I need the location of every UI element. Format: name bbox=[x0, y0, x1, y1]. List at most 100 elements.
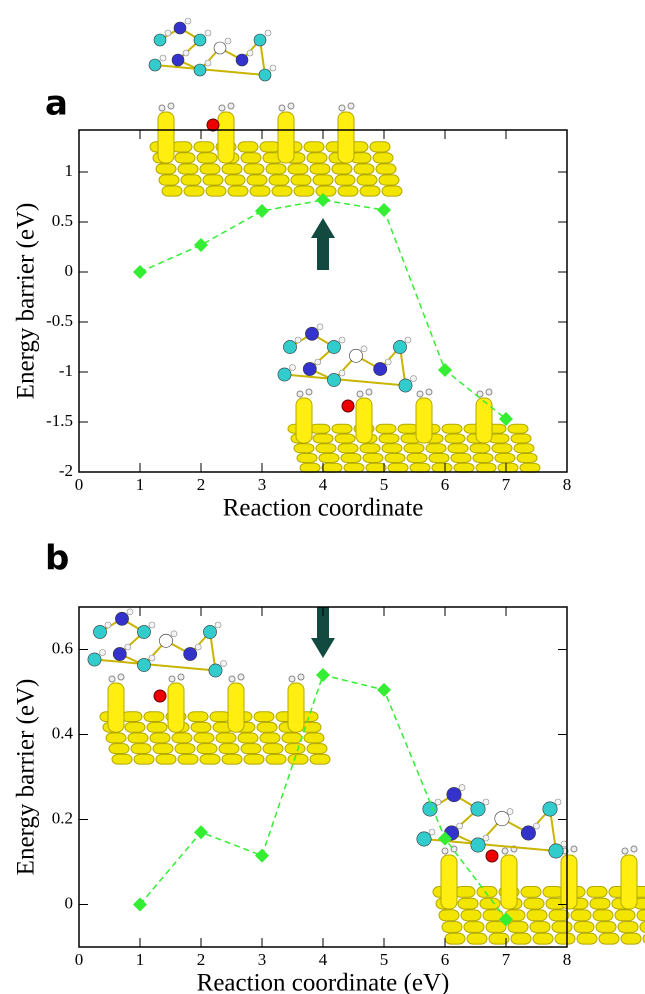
atom bbox=[193, 33, 207, 47]
h-atom bbox=[305, 388, 313, 396]
surface-column bbox=[620, 854, 638, 910]
h-atom bbox=[356, 390, 364, 398]
surface-column bbox=[337, 111, 355, 164]
surface-atom bbox=[551, 921, 573, 933]
surface-atom bbox=[387, 462, 409, 473]
atom bbox=[253, 33, 267, 47]
surface-atom bbox=[463, 921, 485, 933]
surface-atom bbox=[256, 721, 278, 733]
surface-atom bbox=[227, 185, 249, 197]
surface-atom bbox=[246, 174, 268, 186]
surface-atom bbox=[548, 909, 570, 922]
surface-atom bbox=[152, 743, 174, 755]
surface-atom bbox=[193, 732, 215, 744]
y-tick-label: -2 bbox=[59, 461, 73, 480]
surface-atom bbox=[199, 753, 221, 765]
atom bbox=[208, 663, 223, 678]
surface-atom bbox=[293, 185, 315, 197]
surface-atom bbox=[183, 185, 205, 197]
atom bbox=[159, 633, 173, 648]
atom bbox=[542, 801, 558, 817]
x-tick-label: 3 bbox=[258, 950, 267, 969]
x-tick-label: 7 bbox=[502, 950, 511, 969]
surface-atom bbox=[444, 433, 466, 444]
surface-atom bbox=[177, 753, 199, 765]
y-tick-label: 0.2 bbox=[52, 808, 73, 827]
h-atom bbox=[148, 654, 156, 662]
h-atom bbox=[347, 102, 355, 110]
h-atom bbox=[159, 54, 167, 62]
bond bbox=[284, 373, 406, 387]
y-tick-label: 0 bbox=[65, 893, 74, 912]
h-atom bbox=[204, 29, 212, 37]
h-atom bbox=[560, 840, 568, 848]
surface-atom bbox=[507, 423, 529, 434]
surface-atom bbox=[447, 443, 469, 454]
panel-label: b bbox=[45, 539, 69, 579]
h-atom bbox=[416, 390, 424, 398]
surface-atom bbox=[334, 174, 356, 186]
y-tick-label: -1.5 bbox=[46, 411, 73, 430]
surface-atom bbox=[441, 921, 463, 933]
surface-atom bbox=[523, 897, 545, 910]
surface-atom bbox=[171, 141, 193, 153]
x-tick-label: 3 bbox=[258, 475, 267, 494]
surface-atom bbox=[479, 897, 501, 910]
surface-atom bbox=[318, 453, 340, 463]
surface-atom bbox=[271, 185, 293, 197]
h-atom bbox=[485, 388, 493, 396]
surface-column bbox=[295, 397, 313, 444]
surface-atom bbox=[296, 453, 318, 463]
h-atom bbox=[170, 630, 178, 638]
h-atom bbox=[167, 102, 175, 110]
surface-atom bbox=[293, 443, 315, 454]
atom bbox=[373, 362, 388, 376]
atom bbox=[213, 41, 227, 55]
surface-atom bbox=[331, 163, 353, 175]
chart: b 0 1 2 3 4 5 6 7 8 0 0.2 0.4 0.6 Reaction coordinate … bbox=[13, 539, 572, 994]
surface-atom bbox=[331, 423, 353, 434]
surface-atom bbox=[573, 921, 595, 933]
marker bbox=[194, 825, 208, 840]
surface-atom bbox=[221, 753, 243, 765]
surface-atom bbox=[108, 743, 130, 755]
surface-atom bbox=[372, 152, 394, 164]
surface-atom bbox=[249, 185, 271, 197]
surface-atom bbox=[526, 909, 548, 922]
surface-column bbox=[277, 111, 295, 164]
molecule bbox=[416, 784, 568, 859]
marker bbox=[255, 848, 269, 863]
surface-atom bbox=[193, 141, 215, 153]
decorations bbox=[87, 17, 645, 945]
surface-atom bbox=[520, 886, 542, 898]
surface-atom bbox=[196, 743, 218, 755]
surface-atom bbox=[491, 443, 513, 454]
surface-atom bbox=[221, 163, 243, 175]
surface-atom bbox=[303, 732, 325, 744]
h-atom bbox=[506, 808, 514, 815]
marker bbox=[255, 204, 269, 218]
marker bbox=[438, 831, 452, 846]
surface-atom bbox=[253, 711, 275, 723]
surface-atom bbox=[494, 453, 516, 463]
h-atom bbox=[218, 104, 226, 112]
surface-atom bbox=[309, 423, 331, 434]
h-atom bbox=[384, 358, 392, 366]
surface-atom bbox=[431, 462, 453, 473]
surface-column bbox=[355, 397, 373, 444]
surface-atom bbox=[343, 462, 365, 473]
surface-column bbox=[167, 682, 185, 733]
h-atom bbox=[124, 643, 132, 651]
bond bbox=[154, 64, 266, 76]
x-tick-label: 7 bbox=[502, 475, 511, 494]
surface-atom bbox=[143, 711, 165, 723]
surface-atom bbox=[516, 453, 538, 463]
marker bbox=[438, 363, 452, 377]
surface-atom bbox=[190, 721, 212, 733]
atom bbox=[87, 652, 102, 667]
surface-atom bbox=[375, 423, 397, 434]
atom bbox=[235, 53, 249, 67]
x-tick-label: 0 bbox=[75, 475, 84, 494]
surface-atom bbox=[171, 732, 193, 744]
